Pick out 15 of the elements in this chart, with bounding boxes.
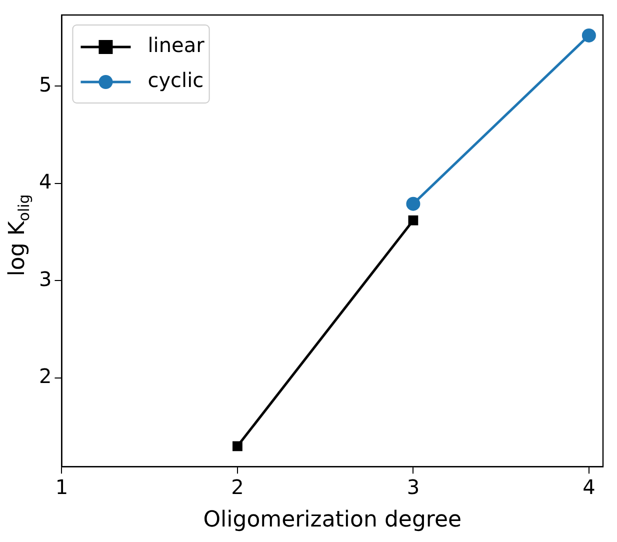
y-tick-label: 4: [38, 170, 52, 194]
legend-label: linear: [148, 33, 206, 58]
x-tick-label: 1: [55, 474, 68, 499]
point: [582, 28, 596, 42]
x-tick-label: 3: [406, 474, 420, 499]
y-tick-label: 5: [38, 72, 52, 96]
legend-label: cyclic: [148, 68, 204, 92]
y-tick-label: 3: [38, 266, 52, 291]
y-tick-label: 2: [38, 364, 52, 388]
point: [408, 215, 418, 226]
point: [232, 441, 242, 452]
x-tick-label: 4: [582, 474, 596, 499]
x-axis-title: Oligomerization degree: [203, 508, 462, 533]
x-tick-label: 2: [231, 474, 244, 499]
point: [406, 196, 420, 211]
